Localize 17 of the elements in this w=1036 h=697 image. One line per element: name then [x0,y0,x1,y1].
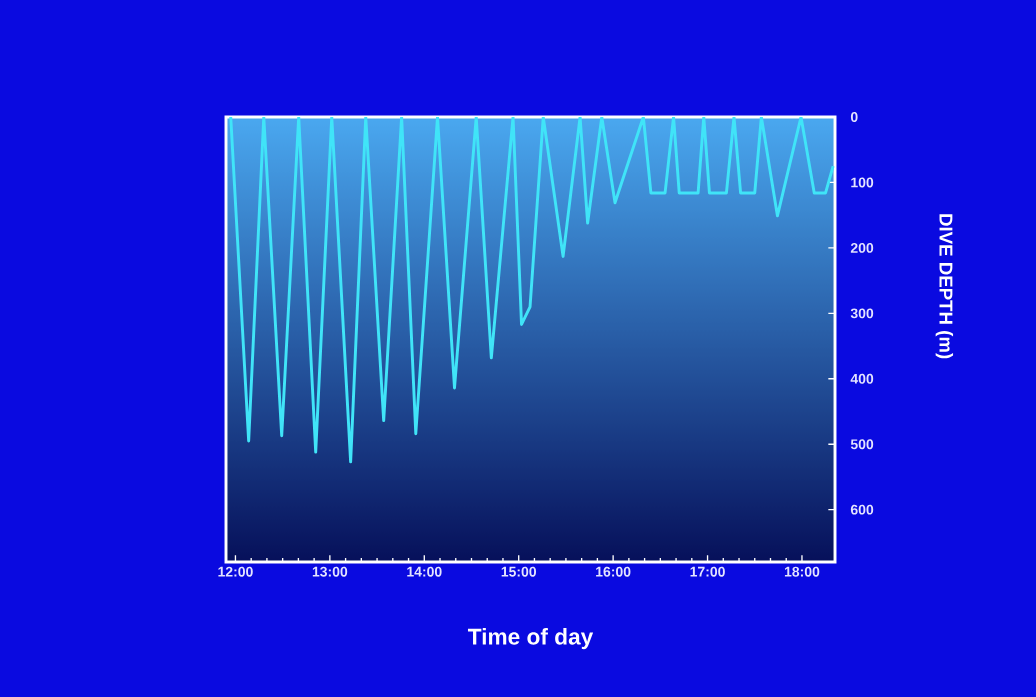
y-tick-label: 0 [850,112,858,122]
y-tick-label: 500 [850,439,874,450]
y-axis-title: DIVE DEPTH (m) [935,214,954,359]
x-axis-title: Time of day [467,628,594,650]
y-tick-label: 600 [850,504,874,515]
y-tick-label: 400 [850,373,874,384]
x-tick-label: 13:00 [312,566,348,577]
y-tick-label: 200 [850,242,874,253]
y-tick-label: 300 [850,308,874,319]
x-tick-label: 17:00 [690,566,725,577]
x-tick-label: 16:00 [596,566,631,577]
line-series [229,117,835,464]
x-tick-label: 14:00 [407,566,442,577]
y-tick-label: 100 [851,177,874,188]
x-tick-label: 15:00 [501,566,537,577]
x-tick-label: 18:00 [784,566,820,577]
x-tick-label: 12:00 [218,566,253,577]
